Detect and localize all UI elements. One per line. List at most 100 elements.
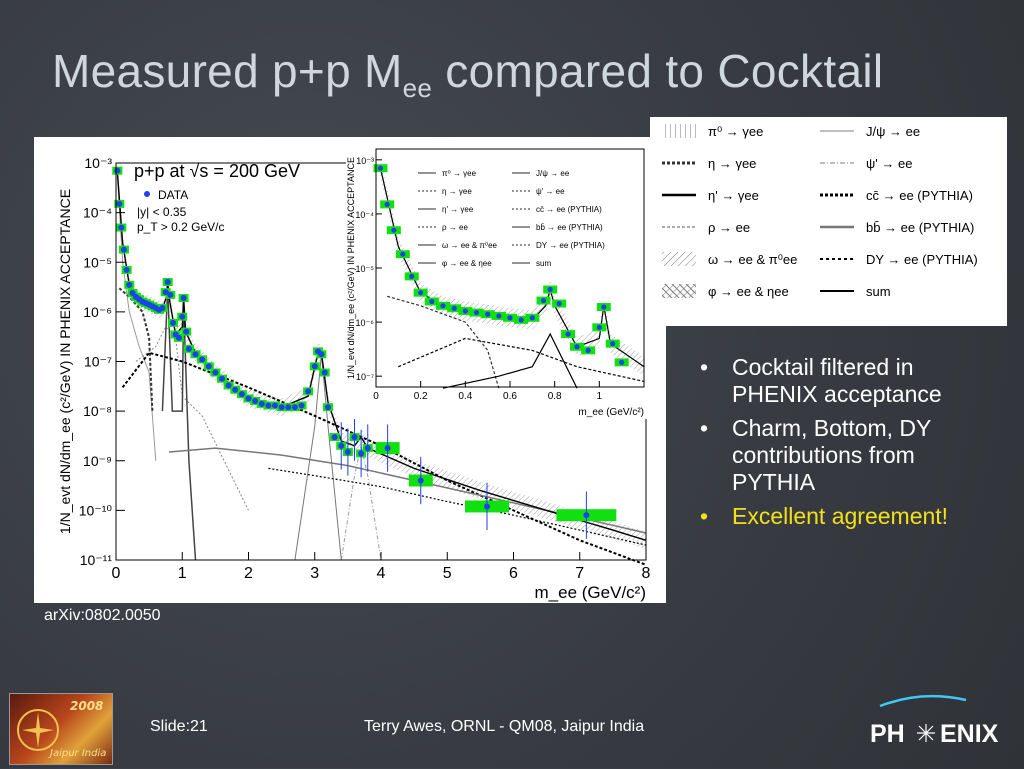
data-point [167,291,174,298]
legend-label: ψ' → ee [866,156,912,171]
inset-legend-label: bb̄ → ee (PYTHIA) [536,223,603,232]
inset-x-tick-label: 0.4 [458,391,472,402]
data-point [238,391,245,398]
data-point [285,404,292,411]
data-point [358,450,365,457]
inset-x-tick-label: 0.6 [503,391,517,402]
svg-text:PH: PH [870,720,905,748]
y-tick-label: 10⁻⁵ [83,254,112,270]
inset-data-point [462,308,468,314]
inset-data-point [585,347,591,353]
inset-legend-label: η' → γee [442,205,474,214]
data-point [180,295,187,302]
data-point [351,434,358,441]
inset-x-axis-label: m_ee (GeV/c²) [578,407,644,418]
bullet-item-highlight: Excellent agreement! [690,503,1000,530]
data-point [325,404,331,411]
data-point [384,445,391,452]
psiprime-curve [340,445,382,561]
inset-data-point [596,324,602,330]
inset-x-tick-label: 1 [597,391,603,402]
inset-data-point [440,303,446,309]
x-tick-label: 6 [509,565,518,582]
annotation-pt: p_T > 0.2 GeV/c [137,220,225,234]
inset-data-point [547,286,553,293]
data-point [219,375,225,382]
y-tick-label: 10⁻⁷ [84,354,112,370]
data-point [272,402,278,409]
y-tick-label: 10⁻⁴ [83,205,112,221]
legend-label: π⁰ → γee [708,124,763,139]
inset-background [346,141,652,419]
inset-x-tick-label: 0.8 [548,391,562,402]
inset-y-tick-label: 10⁻⁷ [356,372,374,382]
data-point [205,363,212,370]
y-axis-label: 1/N_evt dN/dm_ee (c²/GeV) IN PHENIX ACCE… [57,189,73,534]
data-point [583,512,590,519]
data-point [344,449,351,456]
data-point [164,278,171,285]
data-point [298,402,305,409]
svg-text:2008: 2008 [70,699,103,713]
x-tick-label: 5 [443,565,452,582]
x-tick-label: 3 [310,565,319,582]
legend-label: cc̄ → ee (PYTHIA) [866,188,973,203]
data-point [321,369,328,376]
data-point [159,304,166,311]
reference: arXiv:0802.0050 [44,607,161,624]
data-point [116,200,123,207]
qm08-logo: 2008 Jaipur India [9,693,113,765]
data-point [225,382,232,389]
legend-label: η → γee [708,156,756,171]
jpsi-curve [294,354,342,561]
annotation-rapidity: |y| < 0.35 [137,205,187,219]
bullet-list: Cocktail filtered in PHENIX acceptance C… [690,354,1000,537]
legend-label: bb̄ → ee (PYTHIA) [866,220,974,235]
inset-y-tick-label: 10⁻⁶ [356,318,375,328]
inset-y-tick-label: 10⁻³ [356,156,374,166]
slide-title: Measured p+p Mee compared to Cocktail [52,45,884,103]
data-point [175,334,182,341]
inset-legend-label: ρ → ee [442,223,468,232]
data-point [318,351,325,358]
svg-text:Jaipur India: Jaipur India [48,748,106,759]
inset-data-point [619,359,625,365]
legend-label: ρ → ee [708,220,750,235]
data-point [123,266,130,273]
data-point [129,290,136,297]
legend-data-label: DATA [158,188,188,202]
inset-data-point [518,317,524,323]
inset-legend-label: cc̄ → ee (PYTHIA) [536,205,602,214]
legend-label: φ → ee & ηee [708,284,789,299]
data-point [126,281,133,288]
inset-omega-curve [442,332,578,389]
data-point [199,356,206,363]
y-tick-label: 10⁻¹⁰ [79,502,113,518]
inset-data-point [409,273,415,279]
bullet-item: Charm, Bottom, DY contributions from PYT… [690,415,1000,496]
y-tick-label: 10⁻¹¹ [80,552,113,568]
legend-swatch [662,252,696,266]
legend-label: sum [866,284,891,299]
legend-swatch [662,284,696,298]
data-point [291,404,298,411]
inset-data-point [473,309,480,316]
inset-legend-label: sum [536,259,551,268]
inset-data-point [384,201,390,207]
x-axis-label: m_ee (GeV/c²) [535,583,646,602]
inset-data-point [565,331,571,337]
data-point [364,445,371,452]
drell-yan-curve [268,467,647,546]
x-tick-label: 8 [642,565,651,582]
x-tick-label: 4 [377,565,386,582]
inset-x-tick-label: 0 [373,391,379,402]
y-tick-label: 10⁻³ [84,155,112,171]
inset-data-point [400,251,406,257]
inset-legend-label: ω → ee & π⁰ee [442,241,498,250]
inset-sum-band [380,158,644,377]
data-point [169,319,176,326]
footer-author: Terry Awes, ORNL - QM08, Jaipur India [364,718,645,735]
footer-slide-number: Slide:21 [150,718,208,735]
legend-label: J/ψ → ee [866,124,920,139]
legend-label: η' → γee [708,188,759,203]
